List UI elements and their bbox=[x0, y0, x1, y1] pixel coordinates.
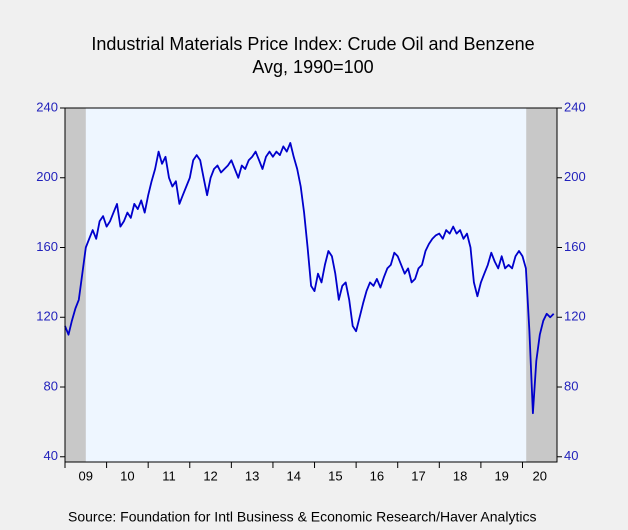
x-tick-label: 12 bbox=[203, 468, 217, 483]
x-tick-label: 13 bbox=[245, 468, 259, 483]
series-line bbox=[64, 142, 555, 415]
y-tick-label: 240 bbox=[36, 99, 58, 114]
x-tick-label: 19 bbox=[494, 468, 508, 483]
recession-band bbox=[65, 108, 86, 462]
recession-band bbox=[526, 108, 557, 462]
y-tick-label: 40 bbox=[44, 448, 58, 463]
y2-tick-label: 120 bbox=[564, 309, 586, 324]
y-tick-label: 200 bbox=[36, 169, 58, 184]
chart-title: Industrial Materials Price Index: Crude … bbox=[91, 34, 534, 54]
y2-tick-label: 200 bbox=[564, 169, 586, 184]
plot-frame bbox=[64, 107, 558, 463]
x-tick-label: 18 bbox=[453, 468, 467, 483]
x-tick-label: 17 bbox=[411, 468, 425, 483]
x-tick-label: 10 bbox=[120, 468, 134, 483]
x-tick-label: 16 bbox=[370, 468, 384, 483]
x-tick-label: 20 bbox=[533, 468, 547, 483]
y-tick-label: 80 bbox=[44, 378, 58, 393]
y-tick-label: 120 bbox=[36, 309, 58, 324]
source-note: Source: Foundation for Intl Business & E… bbox=[68, 509, 536, 525]
x-tick-label: 11 bbox=[162, 468, 176, 483]
x-tick-label: 09 bbox=[79, 468, 93, 483]
y-tick-label: 160 bbox=[36, 239, 58, 254]
y2-tick-label: 240 bbox=[564, 99, 586, 114]
chart-subtitle: Avg, 1990=100 bbox=[252, 57, 373, 77]
y2-tick-label: 160 bbox=[564, 239, 586, 254]
y2-tick-label: 40 bbox=[564, 448, 578, 463]
x-tick-label: 14 bbox=[287, 468, 301, 483]
y2-tick-label: 80 bbox=[564, 378, 578, 393]
x-tick-label: 15 bbox=[328, 468, 342, 483]
